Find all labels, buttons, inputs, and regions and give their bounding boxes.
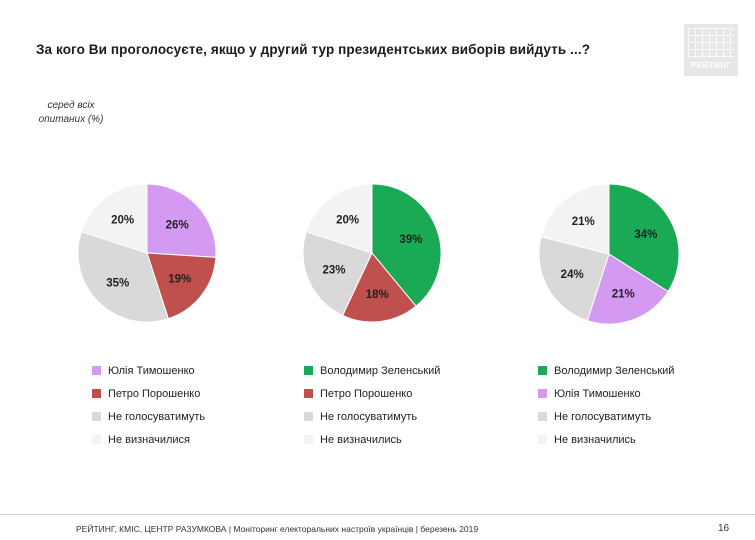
page-number: 16 — [718, 523, 730, 534]
legend-item: Юлія Тимошенко — [538, 382, 674, 405]
pie-slice-ne-vyznachylys — [540, 183, 610, 255]
legend-label: Не голосуватимуть — [554, 410, 652, 423]
pie-data-label: 18% — [366, 289, 389, 301]
legend-swatch — [304, 389, 313, 398]
legend-label: Не визначились — [320, 433, 402, 446]
pie-data-label: 35% — [106, 277, 129, 289]
legend-label: Не голосуватимуть — [108, 410, 206, 423]
pie-slice-ne-holosuvatymut — [77, 231, 169, 323]
footer-divider — [0, 514, 755, 515]
legend-item: Не голосуватимуть — [92, 405, 205, 428]
legend-item: Не визначились — [538, 428, 674, 451]
legend-swatch — [92, 366, 101, 375]
legend-item: Петро Порошенко — [92, 382, 205, 405]
pie-data-label: 34% — [634, 229, 657, 241]
pie-slice-ne-holosuvatymut — [302, 231, 373, 317]
pie-data-label: 26% — [166, 220, 189, 232]
pie-slice-yuliya-tymoshenko — [146, 183, 217, 258]
sample-note-line-2: опитаних (%) — [38, 114, 104, 125]
legend-chart-1: Юлія Тимошенко Петро Порошенко Не голосува… — [92, 359, 205, 451]
legend-swatch — [92, 435, 101, 444]
legend-swatch — [92, 389, 101, 398]
legend-chart-3: Володимир Зеленський Юлія Тимошенко Не гол… — [538, 359, 674, 451]
pie-slice-petro-poroshenko — [146, 252, 217, 320]
pie-slice-petro-poroshenko — [341, 252, 417, 323]
legend-swatch — [538, 435, 547, 444]
legend-swatch — [538, 389, 547, 398]
pie-chart-tymoshenko-poroshenko: 26% 19% 35% 20% — [77, 183, 217, 323]
pie-data-label: 21% — [612, 289, 635, 301]
legend-label: Не визначились — [554, 433, 636, 446]
legend-swatch — [92, 412, 101, 421]
legend-label: Юлія Тимошенко — [554, 387, 641, 400]
footer-source: РЕЙТИНГ, КМІС, ЦЕНТР РАЗУМКОВА | Монітор… — [76, 524, 479, 534]
pie-data-label: 21% — [572, 216, 595, 228]
legend-swatch — [304, 412, 313, 421]
legend-label: Петро Порошенко — [320, 387, 413, 400]
pie-slice-ne-vyznachylysya — [80, 183, 148, 254]
legend-swatch — [538, 366, 547, 375]
legend-item: Юлія Тимошенко — [92, 359, 205, 382]
pie-data-label: 23% — [322, 264, 345, 276]
legend-swatch — [304, 366, 313, 375]
legend-label: Володимир Зеленський — [554, 364, 675, 377]
pie-data-label: 19% — [168, 273, 191, 285]
chart-title: За кого Ви проголосуєте, якщо у другий т… — [36, 42, 591, 57]
sample-note: серед всіх опитаних (%) — [30, 99, 112, 127]
pie-chart-zelensky-tymoshenko: 34% 21% 24% 21% — [538, 183, 680, 325]
legend-label: Юлія Тимошенко — [108, 364, 195, 377]
legend-chart-2: Володимир Зеленський Петро Порошенко Не го… — [304, 359, 440, 451]
pie-slice-ne-vyznachylys — [305, 183, 373, 254]
legend-label: Не визначилися — [108, 433, 190, 446]
legend-item: Не голосуватимуть — [304, 405, 440, 428]
legend-label: Петро Порошенко — [108, 387, 201, 400]
pie-slice-volodymyr-zelenskyy — [371, 183, 442, 307]
legend-item: Петро Порошенко — [304, 382, 440, 405]
rating-logo: РЕЙТИНГ — [684, 24, 738, 76]
logo-grid — [688, 28, 734, 58]
legend-swatch — [538, 412, 547, 421]
pie-chart-zelensky-poroshenko: 39% 18% 23% 20% — [302, 183, 442, 323]
sample-note-line-1: серед всіх — [47, 100, 95, 111]
legend-item: Не голосуватимуть — [538, 405, 674, 428]
pie-data-label: 20% — [336, 215, 359, 227]
legend-label: Не голосуватимуть — [320, 410, 418, 423]
legend-item: Не визначилися — [92, 428, 205, 451]
legend-item: Володимир Зеленський — [538, 359, 674, 382]
legend-item: Володимир Зеленський — [304, 359, 440, 382]
pie-data-label: 39% — [399, 234, 422, 246]
legend-label: Володимир Зеленський — [320, 364, 441, 377]
legend-swatch — [304, 435, 313, 444]
pie-data-label: 20% — [111, 215, 134, 227]
pie-slice-yuliya-tymoshenko — [586, 253, 669, 325]
legend-item: Не визначились — [304, 428, 440, 451]
pie-data-label: 24% — [561, 269, 584, 281]
pie-slice-ne-holosuvatymut — [538, 235, 610, 322]
logo-text: РЕЙТИНГ — [690, 61, 732, 70]
